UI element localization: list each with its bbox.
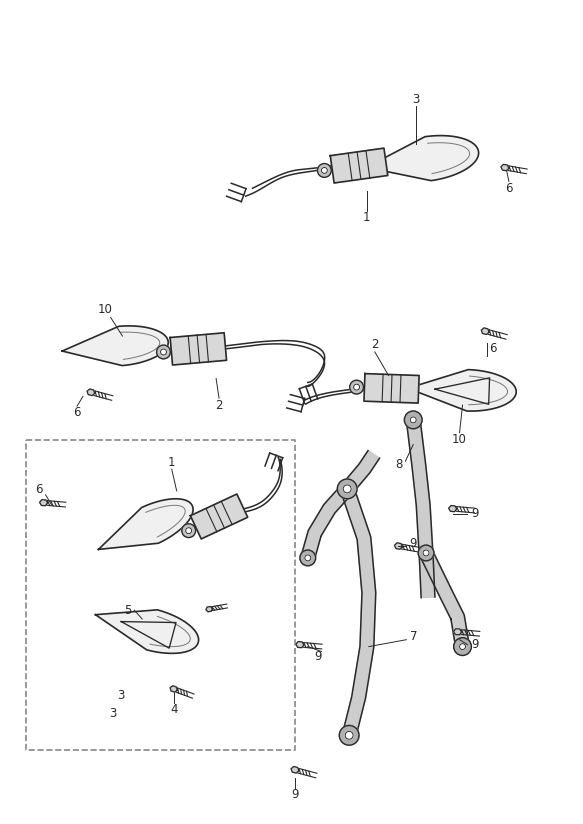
Polygon shape <box>301 485 352 559</box>
Circle shape <box>418 545 434 561</box>
Text: 3: 3 <box>109 707 116 720</box>
Polygon shape <box>330 148 388 183</box>
Text: 6: 6 <box>489 343 497 355</box>
Circle shape <box>338 479 357 499</box>
Text: 3: 3 <box>117 690 124 702</box>
Polygon shape <box>99 499 193 550</box>
Circle shape <box>182 524 195 537</box>
Polygon shape <box>482 328 489 335</box>
Polygon shape <box>420 550 469 648</box>
Polygon shape <box>296 642 304 648</box>
Text: 7: 7 <box>410 630 418 644</box>
Polygon shape <box>449 506 456 512</box>
Text: 2: 2 <box>215 399 223 412</box>
Text: 1: 1 <box>168 456 175 469</box>
Polygon shape <box>62 325 168 366</box>
Polygon shape <box>408 370 516 411</box>
Text: 6: 6 <box>73 406 81 419</box>
Circle shape <box>354 384 360 390</box>
Circle shape <box>321 167 327 173</box>
Circle shape <box>410 417 416 423</box>
Text: 9: 9 <box>409 536 417 550</box>
Polygon shape <box>395 543 402 550</box>
Circle shape <box>423 550 429 556</box>
Polygon shape <box>406 419 435 597</box>
Text: 9: 9 <box>314 650 321 663</box>
Text: 9: 9 <box>472 638 479 651</box>
Circle shape <box>300 550 315 566</box>
Circle shape <box>345 732 353 739</box>
Polygon shape <box>366 136 479 180</box>
Text: 1: 1 <box>363 211 371 224</box>
Text: 6: 6 <box>505 182 512 194</box>
Text: 5: 5 <box>124 604 131 616</box>
Text: 3: 3 <box>413 93 420 106</box>
Polygon shape <box>40 499 48 506</box>
Text: 6: 6 <box>35 484 43 496</box>
Circle shape <box>160 349 167 355</box>
Polygon shape <box>206 606 212 611</box>
Text: 9: 9 <box>472 507 479 520</box>
Polygon shape <box>96 610 199 653</box>
Circle shape <box>459 644 465 649</box>
Polygon shape <box>340 487 376 737</box>
Text: 4: 4 <box>170 703 177 716</box>
Polygon shape <box>87 389 95 396</box>
Text: 8: 8 <box>395 458 402 471</box>
Polygon shape <box>342 451 380 494</box>
Circle shape <box>343 485 351 493</box>
Text: 2: 2 <box>371 339 378 352</box>
Polygon shape <box>170 686 177 692</box>
Polygon shape <box>191 494 248 539</box>
Polygon shape <box>291 766 299 773</box>
Text: 10: 10 <box>452 433 467 446</box>
Polygon shape <box>364 373 419 403</box>
Text: 9: 9 <box>291 788 298 801</box>
Circle shape <box>305 555 311 561</box>
Circle shape <box>186 527 192 534</box>
Circle shape <box>339 725 359 745</box>
Circle shape <box>318 163 331 177</box>
Circle shape <box>350 380 363 394</box>
Polygon shape <box>501 164 509 171</box>
Circle shape <box>157 345 170 359</box>
Circle shape <box>454 638 472 655</box>
Polygon shape <box>170 333 227 365</box>
Circle shape <box>405 411 422 428</box>
Text: 10: 10 <box>97 303 112 316</box>
Polygon shape <box>454 629 462 634</box>
